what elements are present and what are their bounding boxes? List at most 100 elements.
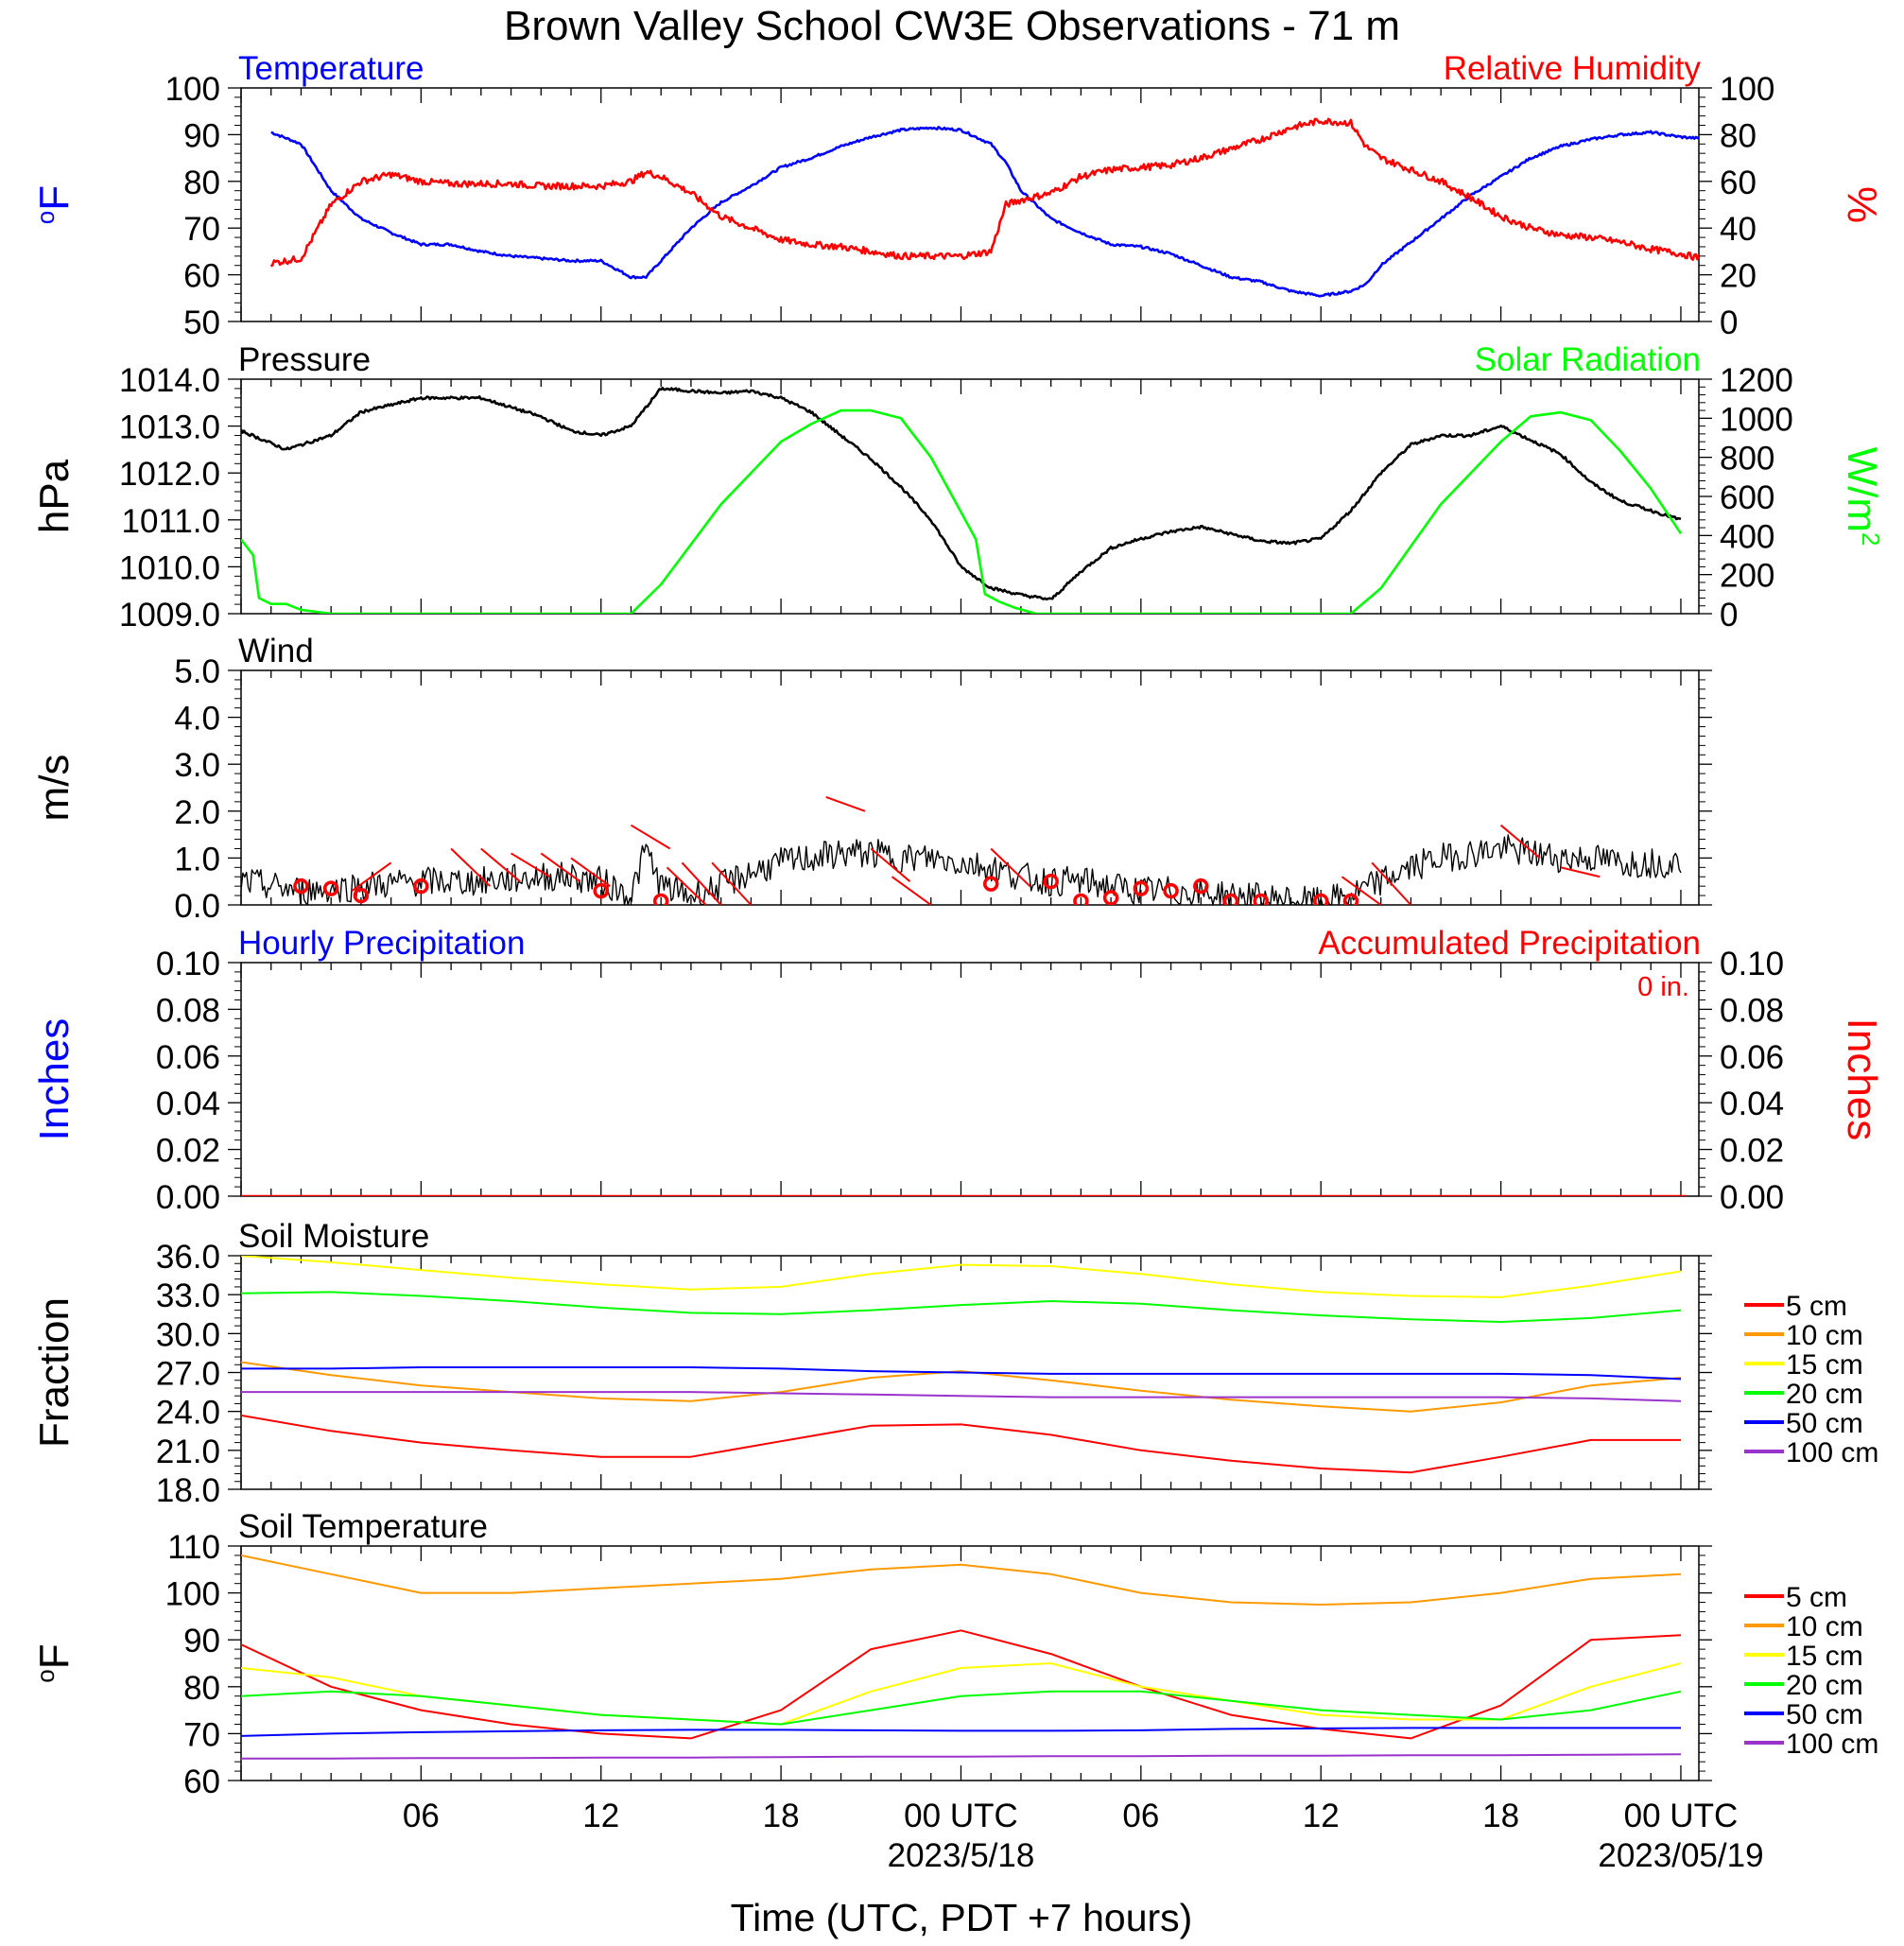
series-line-5-cm [241, 1414, 1681, 1474]
calm-wind-marker [1133, 880, 1150, 896]
y-tick-label-right: 60 [1720, 165, 1757, 201]
series-line-100-cm [241, 1753, 1682, 1760]
legend-label: 50 cm [1786, 1699, 1863, 1730]
wind-barb-staff [630, 824, 671, 850]
y-tick-label-left: 4.0 [174, 701, 220, 738]
panel-title-right: Solar Radiation [1475, 341, 1701, 378]
y-tick-label-left: 1.0 [174, 841, 220, 877]
calm-wind-marker [593, 882, 609, 899]
y-tick-label-right: 20 [1720, 258, 1757, 295]
legend-label: 50 cm [1786, 1408, 1863, 1439]
series-line-50-cm [241, 1727, 1681, 1737]
panel-title-left: Pressure [238, 341, 371, 378]
legend-label: 5 cm [1786, 1582, 1847, 1613]
y-tick-label-right: 1200 [1720, 362, 1793, 399]
y-tick-label-left: 0.04 [156, 1086, 220, 1122]
legend-label: 10 cm [1786, 1320, 1863, 1351]
unit: F [31, 185, 78, 211]
series-line-100-cm [241, 1391, 1682, 1402]
unit: F [31, 1643, 78, 1669]
x-tick-label: 18 [763, 1798, 800, 1834]
wind-barb-staff [570, 857, 611, 887]
wind-barb-staff [450, 847, 492, 887]
wind-barb-staff [990, 847, 1031, 887]
wind-barb-staff [351, 861, 392, 892]
calm-wind-marker [982, 876, 999, 892]
accumulated-total: 0 in. [1637, 972, 1689, 1002]
x-tick-label: 06 [403, 1798, 440, 1834]
y-tick-label-left: 5.0 [174, 653, 220, 690]
calm-wind-marker [652, 893, 669, 905]
panel-wind: 5.0 4.0 3.0 2.0 1.0 0.0 Wind m/s [31, 633, 1712, 925]
wind-barb-staff [511, 852, 551, 878]
y-tick-label-right: 0.06 [1720, 1039, 1784, 1076]
panel-title-left: Soil Temperature [238, 1508, 488, 1545]
calm-wind-marker [1102, 890, 1119, 905]
y-tick-label-left: 21.0 [156, 1433, 220, 1470]
y-tick-label-left: 100 [165, 71, 220, 108]
date-label: 2023/05/19 [1598, 1837, 1763, 1874]
panel-temperature-humidity: 100 90 80 70 60 50 100 80 60 40 20 0 Temperature Rela… [31, 50, 1885, 341]
wind-barb-staff [1560, 866, 1601, 878]
y-tick-label-right: 0.02 [1720, 1133, 1784, 1170]
calm-wind-marker [1043, 873, 1059, 890]
unit: W/m [1839, 447, 1885, 532]
calm-wind-marker [1312, 893, 1329, 905]
y-tick-label-right: 0.10 [1720, 946, 1784, 982]
y-tick-label-left: 27.0 [156, 1356, 220, 1393]
y-tick-label-right: 0 [1720, 597, 1738, 634]
x-tick-label: 00 UTC [1624, 1798, 1739, 1834]
y-tick-label-right: 40 [1720, 211, 1757, 248]
y-tick-label-right: 400 [1720, 518, 1774, 555]
legend-label: 20 cm [1786, 1379, 1863, 1410]
calm-wind-marker [1163, 882, 1179, 899]
y-tick-label-left: 110 [167, 1529, 220, 1566]
y-tick-label-right: 800 [1720, 441, 1774, 478]
series-group [241, 795, 1682, 905]
y-tick-label-left: 36.0 [156, 1239, 220, 1276]
panel-frame [240, 1545, 1700, 1781]
x-tick-label: 12 [582, 1798, 619, 1834]
degree-mark: o [31, 1669, 60, 1682]
y-tick-label-right: 0.00 [1720, 1179, 1784, 1216]
y-tick-label-left: 0.0 [174, 888, 220, 925]
series-line-15-cm [241, 1256, 1682, 1298]
wind-barb-staff [870, 847, 911, 882]
y-tick-label-left: 0.06 [156, 1039, 220, 1076]
y-tick-label-left: 90 [183, 1623, 220, 1659]
y-tick-label-left: 100 [165, 1576, 220, 1613]
calm-wind-marker [1073, 893, 1089, 905]
y-axis-title-left: oF [31, 185, 78, 224]
panel-title-left: Soil Moisture [238, 1218, 429, 1255]
series-line-10-cm [241, 1554, 1682, 1606]
x-tick-label: 06 [1122, 1798, 1159, 1834]
panel-frame [240, 962, 1700, 1197]
panel-title-left: Wind [238, 633, 314, 669]
date-label: 2023/5/18 [888, 1837, 1035, 1874]
wind-barb-staff [1499, 824, 1541, 860]
y-tick-label-right: 600 [1720, 479, 1774, 516]
y-axis-title-left: m/s [31, 755, 78, 822]
legend-label: 10 cm [1786, 1611, 1863, 1642]
exponent: 2 [1857, 532, 1885, 546]
series-line-temperature [270, 126, 1699, 298]
y-tick-label-left: 1011.0 [122, 503, 220, 540]
panel-pressure-solar: 1014.0 1013.0 1012.0 1011.0 1010.0 1009.0 1200… [31, 341, 1885, 634]
panel-frame [240, 87, 1700, 322]
y-tick-label-left: 70 [183, 211, 220, 248]
y-tick-label-left: 80 [183, 165, 220, 201]
y-tick-label-right: 1000 [1720, 401, 1793, 438]
y-tick-label-left: 90 [183, 117, 220, 154]
wind-barb-staff [711, 861, 753, 905]
series-line-pressure [241, 386, 1682, 601]
wind-barb-staff [825, 795, 866, 812]
degree-mark: o [31, 211, 60, 224]
y-tick-label-left: 1012.0 [119, 456, 220, 493]
y-tick-label-left: 30.0 [156, 1316, 220, 1353]
series-group [241, 1256, 1682, 1474]
y-tick-label-left: 0.00 [156, 1179, 220, 1216]
series-line-20-cm [241, 1291, 1682, 1323]
